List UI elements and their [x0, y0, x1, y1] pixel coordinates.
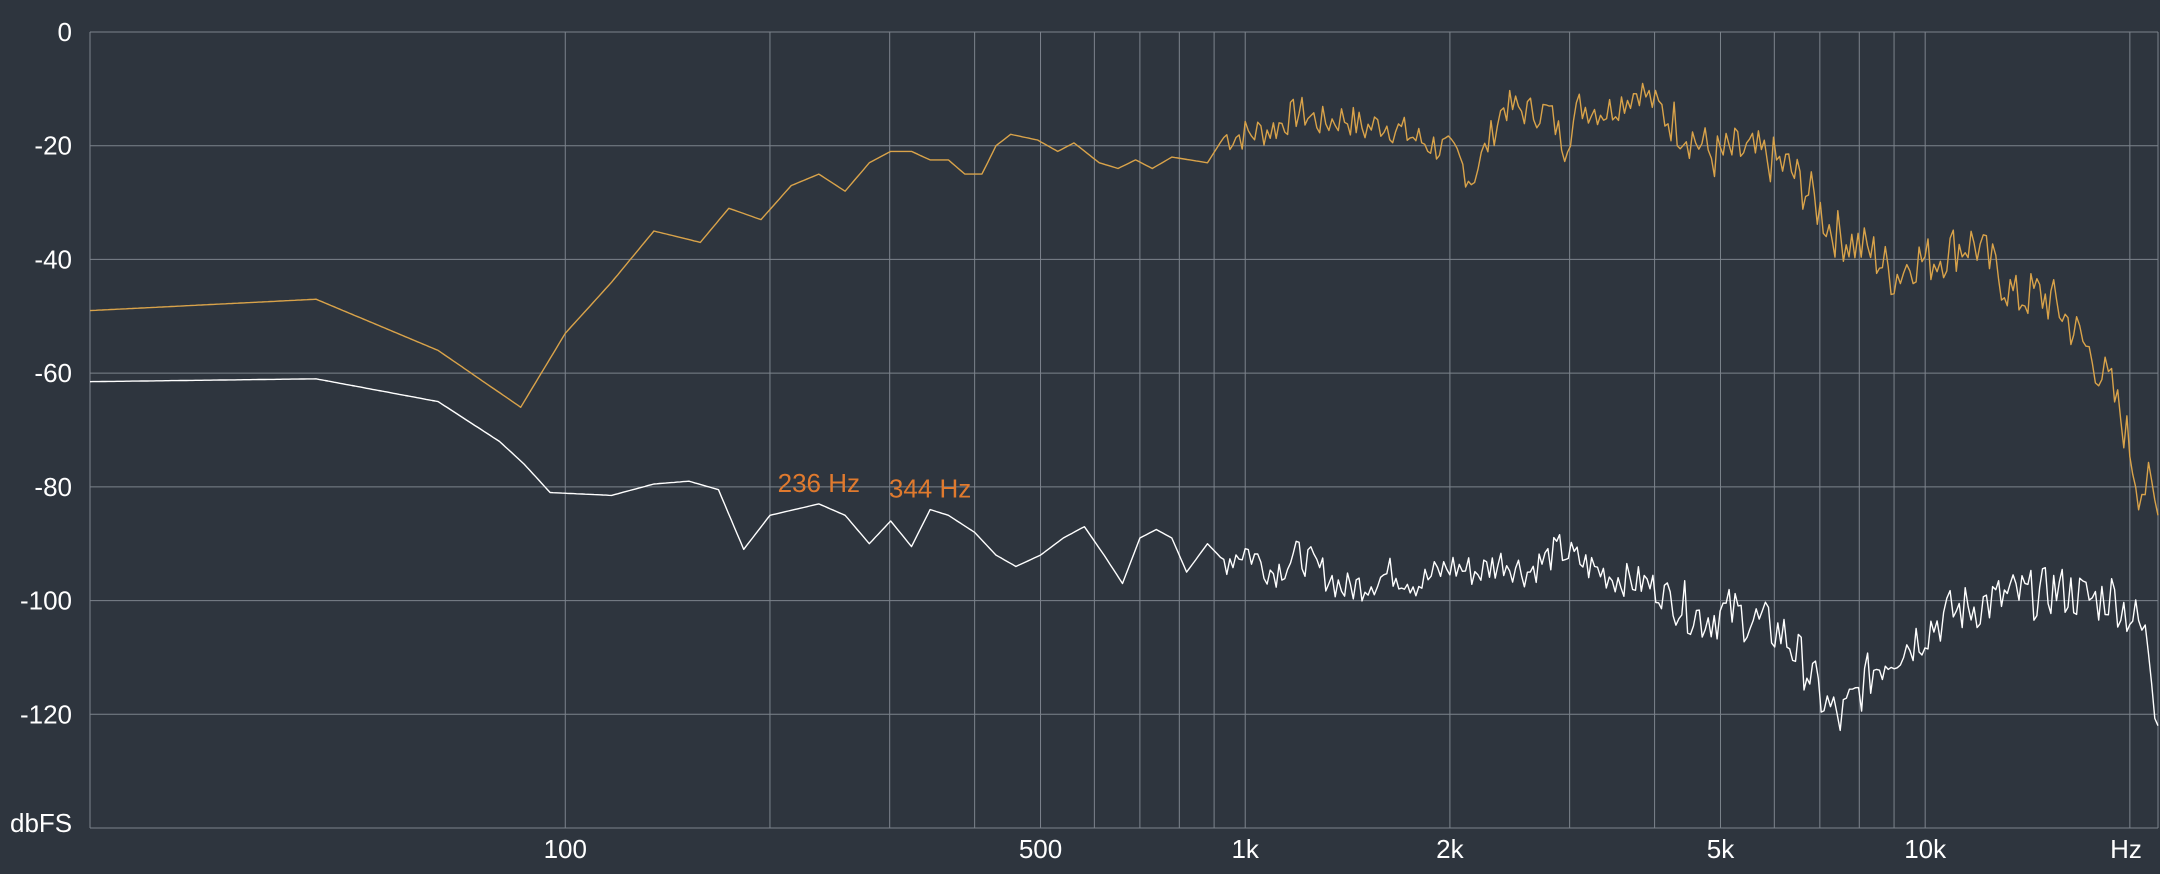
y-tick-label: -20 [34, 131, 72, 161]
x-tick-label: 2k [1436, 834, 1464, 864]
x-axis-ticks: 100 500 1k 2k 5k 10k [544, 834, 1948, 864]
x-axis-label: Hz [2110, 834, 2142, 864]
y-axis-ticks: 0 -20 -40 -60 -80 -100 -120 [20, 17, 72, 729]
series-line-gold [90, 83, 2158, 515]
series-lines [90, 83, 2158, 730]
x-tick-label: 100 [544, 834, 587, 864]
annotations: 236 Hz 344 Hz [778, 468, 972, 504]
y-tick-label: -40 [34, 244, 72, 274]
y-tick-label: -60 [34, 358, 72, 388]
peak-annotation: 236 Hz [778, 468, 860, 498]
x-tick-label: 500 [1019, 834, 1062, 864]
y-tick-label: 0 [58, 17, 72, 47]
x-tick-label: 10k [1904, 834, 1947, 864]
y-tick-label: -80 [34, 472, 72, 502]
series-line-white [90, 379, 2158, 731]
y-tick-label: -120 [20, 699, 72, 729]
y-tick-label: -100 [20, 586, 72, 616]
peak-annotation: 344 Hz [889, 474, 971, 504]
x-tick-label: 1k [1231, 834, 1259, 864]
x-tick-label: 5k [1707, 834, 1735, 864]
y-axis-label: dbFS [10, 808, 72, 838]
grid [90, 32, 2158, 828]
